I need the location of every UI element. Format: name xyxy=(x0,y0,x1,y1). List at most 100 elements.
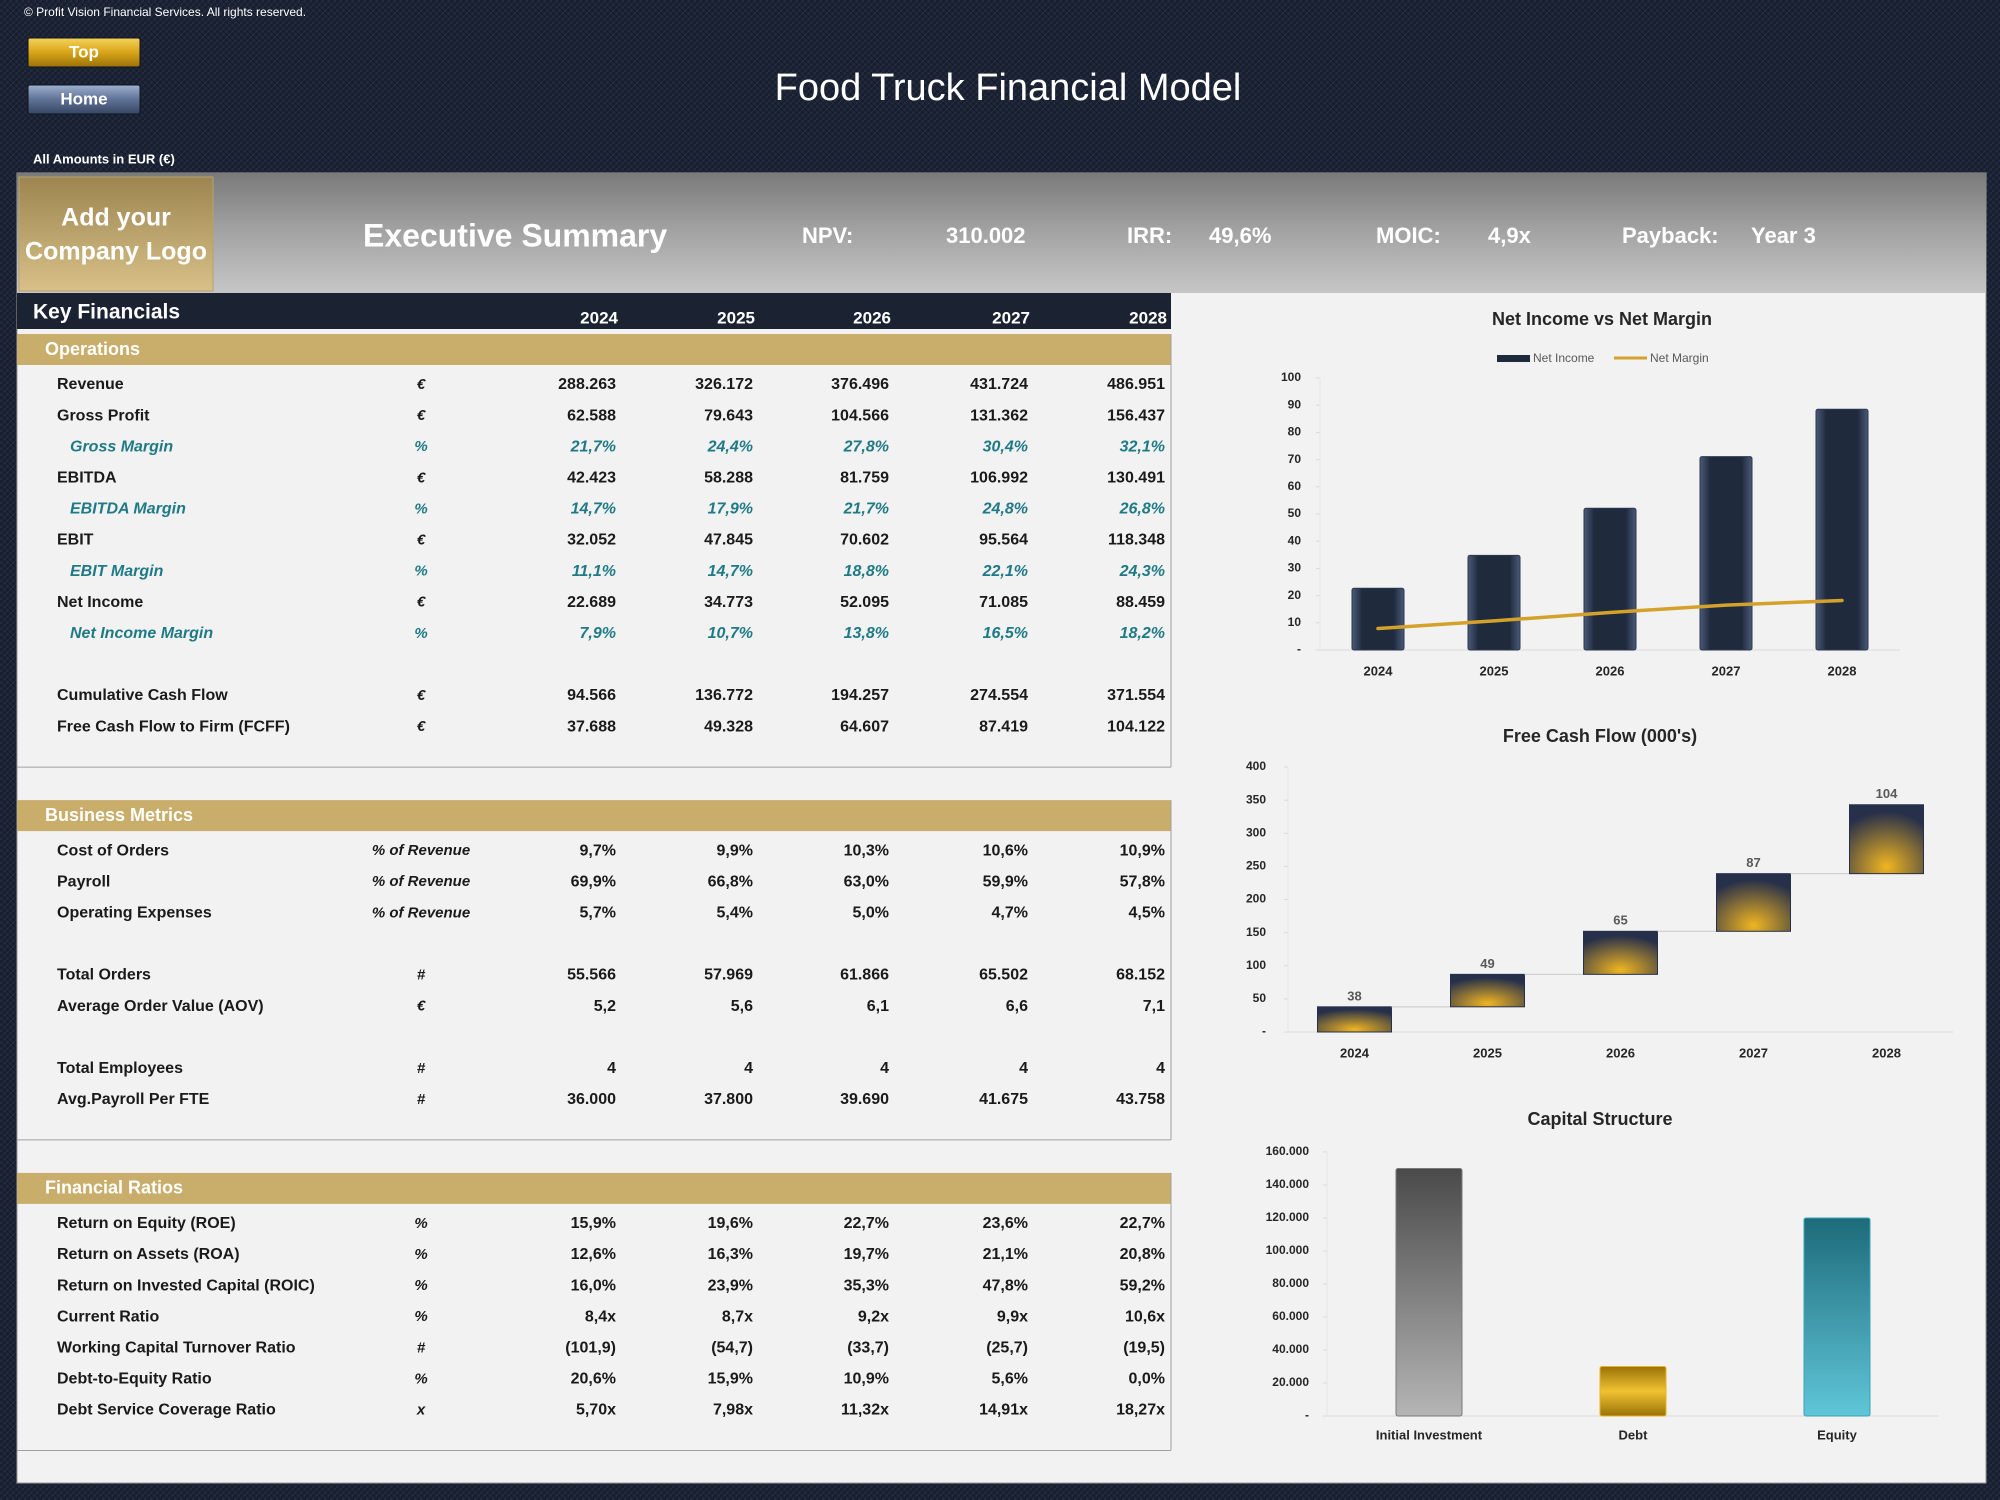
x-tick-label: 2026 xyxy=(1606,1045,1635,1060)
row-value: 18,27x xyxy=(1116,1402,1165,1419)
row-unit: % xyxy=(414,500,427,517)
section-band xyxy=(17,334,1171,365)
row-value: 10,7% xyxy=(708,625,753,642)
y-tick-label: 60 xyxy=(1288,479,1302,493)
nav-button[interactable]: Top xyxy=(27,37,141,68)
logo-text: Add your xyxy=(61,204,171,232)
row-value: 118.348 xyxy=(1108,532,1165,549)
row-value: 376.496 xyxy=(831,376,889,393)
row-value: 4,7% xyxy=(992,905,1028,922)
row-value: 68.152 xyxy=(1116,967,1165,984)
row-value: 39.690 xyxy=(840,1091,889,1108)
row-unit: € xyxy=(417,594,426,611)
legend-label: Net Margin xyxy=(1650,351,1709,365)
row-value: 42.423 xyxy=(567,470,616,487)
row-unit: % xyxy=(414,1277,427,1294)
row-unit: € xyxy=(417,469,426,486)
row-unit: # xyxy=(417,1339,426,1356)
x-tick-label: 2025 xyxy=(1480,663,1509,678)
row-value: 4 xyxy=(880,1060,889,1077)
x-tick-label: 2028 xyxy=(1828,663,1857,678)
line xyxy=(1376,598,1844,631)
row-value: 87.419 xyxy=(979,718,1028,735)
row-value: 34.773 xyxy=(704,594,753,611)
row-value: 59,2% xyxy=(1120,1277,1165,1294)
kpi-label: IRR: xyxy=(1127,223,1172,248)
y-tick-label: 140.000 xyxy=(1266,1177,1310,1191)
row-value: 18,2% xyxy=(1120,625,1165,642)
row-label: Total Orders xyxy=(57,967,151,984)
row-value: 23,6% xyxy=(983,1215,1028,1232)
currency-note: All Amounts in EUR (€) xyxy=(33,151,175,166)
row-value: 20,6% xyxy=(571,1371,616,1388)
y-tick-label: 80.000 xyxy=(1272,1276,1309,1290)
x-tick-label: 2028 xyxy=(1872,1045,1901,1060)
row-label: Return on Equity (ROE) xyxy=(57,1215,236,1232)
row-value: 4 xyxy=(744,1060,753,1077)
row-label: Net Income xyxy=(57,594,143,611)
row-value: 81.759 xyxy=(840,470,889,487)
row-value: 65.502 xyxy=(979,967,1028,984)
row-value: 10,3% xyxy=(844,842,889,859)
row-value: 35,3% xyxy=(844,1277,889,1294)
row-value: 69,9% xyxy=(571,873,616,890)
row-value: 4,5% xyxy=(1129,905,1165,922)
y-tick-label: 100 xyxy=(1246,958,1266,972)
summary-band xyxy=(17,173,1986,293)
row-value: 24,4% xyxy=(707,438,753,455)
row-unit: % xyxy=(414,563,427,580)
y-tick-label: 40.000 xyxy=(1272,1342,1309,1356)
row-value: 61.866 xyxy=(840,967,889,984)
row-value: 41.675 xyxy=(979,1091,1028,1108)
row-label: Cost of Orders xyxy=(57,842,169,859)
y-tick-label: 20 xyxy=(1288,588,1302,602)
nav-button[interactable]: Home xyxy=(27,84,141,115)
section-title: Financial Ratios xyxy=(45,1178,183,1198)
bar xyxy=(1803,1217,1871,1417)
chart-title: Free Cash Flow (000's) xyxy=(1503,726,1697,746)
y-tick-label: 350 xyxy=(1246,792,1266,806)
y-tick-label: - xyxy=(1297,642,1301,656)
row-label: Total Employees xyxy=(57,1060,183,1077)
row-value: 4 xyxy=(1019,1060,1028,1077)
row-label: Net Income Margin xyxy=(70,625,213,642)
row-label: Return on Assets (ROA) xyxy=(57,1246,240,1263)
row-value: (33,7) xyxy=(847,1340,889,1357)
row-value: 19,7% xyxy=(844,1246,889,1263)
y-tick-label: 20.000 xyxy=(1272,1375,1309,1389)
row-unit: # xyxy=(417,966,426,983)
row-value: 6,1 xyxy=(867,998,889,1015)
year-header: 2024 xyxy=(580,308,618,327)
x-tick-label: Initial Investment xyxy=(1376,1427,1483,1442)
row-value: 9,9% xyxy=(717,842,753,859)
kpi-value: 310.002 xyxy=(946,223,1026,248)
row-unit: % xyxy=(414,1308,427,1325)
row-value: 288.263 xyxy=(558,376,616,393)
row-value: 9,2x xyxy=(858,1308,889,1325)
x-tick-label: 2025 xyxy=(1473,1045,1502,1060)
row-value: 0,0% xyxy=(1129,1371,1165,1388)
row-value: 95.564 xyxy=(979,532,1028,549)
value-label: 49 xyxy=(1480,956,1494,971)
section-title: Business Metrics xyxy=(45,805,193,825)
row-value: 130.491 xyxy=(1107,470,1165,487)
row-value: 63,0% xyxy=(844,873,889,890)
row-value: 14,91x xyxy=(979,1402,1028,1419)
bar xyxy=(1815,408,1869,651)
row-unit: € xyxy=(417,531,426,548)
row-value: 16,0% xyxy=(571,1277,616,1294)
row-value: 21,7% xyxy=(570,438,616,455)
button-label: Home xyxy=(60,89,107,108)
row-value: 4 xyxy=(1156,1060,1165,1077)
row-unit: € xyxy=(417,376,426,393)
y-tick-label: 150 xyxy=(1246,925,1266,939)
key-financials-bar xyxy=(17,293,1171,329)
row-value: 22,7% xyxy=(844,1215,889,1232)
row-value: 94.566 xyxy=(567,687,616,704)
row-value: 5,6% xyxy=(992,1371,1028,1388)
y-tick-label: 90 xyxy=(1288,397,1302,411)
kpi-label: Payback: xyxy=(1622,223,1719,248)
x-tick-label: 2024 xyxy=(1340,1045,1370,1060)
y-tick-label: 80 xyxy=(1288,425,1302,439)
